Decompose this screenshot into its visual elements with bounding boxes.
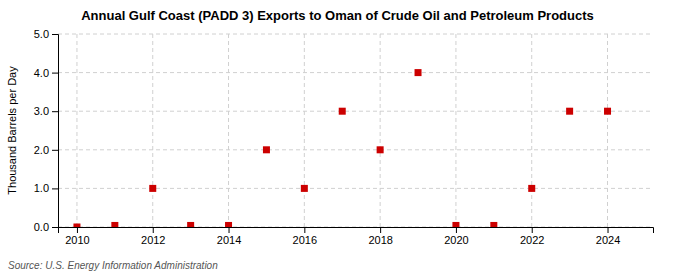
point <box>301 185 308 192</box>
grid-line <box>58 149 653 150</box>
point <box>339 108 346 115</box>
grid-line <box>228 34 229 227</box>
source: Source: U.S. Energy Information Administ… <box>8 260 218 271</box>
tick-mark <box>229 227 230 233</box>
tick-label: 2.0 <box>34 144 49 156</box>
axis-line <box>52 35 59 228</box>
tick-mark <box>77 227 78 233</box>
point <box>263 146 270 153</box>
tick: 4.0 <box>34 67 58 79</box>
tick: 2020 <box>444 227 468 246</box>
grid-line <box>607 34 608 227</box>
grid-line <box>58 34 653 35</box>
point <box>566 108 573 115</box>
tick-mark <box>52 227 58 228</box>
tick-mark <box>52 150 58 151</box>
point <box>225 222 232 227</box>
tick: 2.0 <box>34 144 58 156</box>
point <box>73 224 80 228</box>
y-axis-title: Thousand Barrels per Day <box>6 66 18 195</box>
tick-mark <box>456 227 457 233</box>
tick: 2010 <box>65 227 89 246</box>
tick-label: 0.0 <box>34 221 49 233</box>
tick-mark <box>608 227 609 233</box>
point <box>149 185 156 192</box>
grid-line <box>58 111 653 112</box>
tick: 2018 <box>368 227 392 246</box>
tick-label: 5.0 <box>34 28 49 40</box>
tick-label: 1.0 <box>34 182 49 194</box>
tick-mark <box>52 73 58 74</box>
point <box>111 222 118 227</box>
point <box>604 108 611 115</box>
tick: 1.0 <box>34 182 58 194</box>
tick-mark <box>52 34 58 35</box>
tick: 5.0 <box>34 28 58 40</box>
point <box>187 222 194 227</box>
tick-label: 2010 <box>65 234 89 246</box>
tick-mark <box>52 111 58 112</box>
tick-mark <box>380 227 381 233</box>
grid-line <box>76 34 77 227</box>
plot: 2010 2012 2014 2016 2018 2020 2022 2024 0.0 1.0 2.… <box>34 28 654 246</box>
y-axis: 0.0 1.0 2.0 3.0 4.0 5.0 <box>34 28 59 233</box>
tick: 2016 <box>293 227 317 246</box>
tick: 3.0 <box>34 105 58 117</box>
point <box>528 185 535 192</box>
tick-label: 3.0 <box>34 105 49 117</box>
tick: 2022 <box>520 227 544 246</box>
point <box>452 222 459 227</box>
tick-mark <box>52 188 58 189</box>
tick-label: 2024 <box>596 234 620 246</box>
tick: 2024 <box>596 227 620 246</box>
x-axis: 2010 2012 2014 2016 2018 2020 2022 2024 <box>59 227 654 246</box>
tick: 0.0 <box>34 221 58 233</box>
point <box>377 146 384 153</box>
grid-line <box>531 34 532 227</box>
grid-line <box>304 34 305 227</box>
grid <box>58 34 653 227</box>
chart: 2010 2012 2014 2016 2018 2020 2022 2024 0.0 1.0 2.… <box>0 0 675 275</box>
grid-line <box>58 188 653 189</box>
tick: 2012 <box>141 227 165 246</box>
points <box>73 69 611 227</box>
point <box>415 69 422 76</box>
tick-label: 2018 <box>368 234 392 246</box>
title: Annual Gulf Coast (PADD 3) Exports to Om… <box>81 8 594 23</box>
tick-label: 4.0 <box>34 67 49 79</box>
grid-line <box>455 34 456 227</box>
grid-line <box>152 34 153 227</box>
tick-label: 2022 <box>520 234 544 246</box>
tick-label: 2020 <box>444 234 468 246</box>
grid-line <box>58 72 653 73</box>
axis-line <box>59 228 654 234</box>
tick-mark <box>153 227 154 233</box>
point <box>490 222 497 227</box>
tick-label: 2016 <box>293 234 317 246</box>
grid-line <box>380 34 381 227</box>
tick-label: 2012 <box>141 234 165 246</box>
tick-mark <box>304 227 305 233</box>
tick-label: 2014 <box>217 234 241 246</box>
tick: 2014 <box>217 227 241 246</box>
tick-mark <box>532 227 533 233</box>
